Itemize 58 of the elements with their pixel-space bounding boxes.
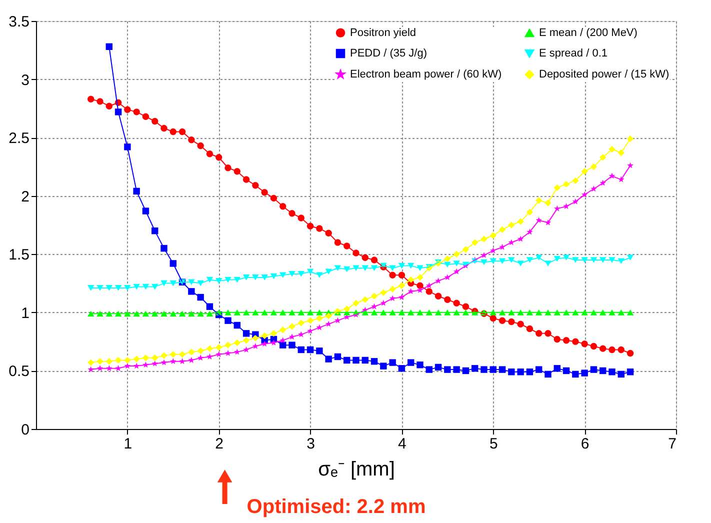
point <box>498 258 506 264</box>
y-tick-label: 1.5 <box>8 246 30 264</box>
point <box>618 310 624 316</box>
point <box>288 342 296 348</box>
point <box>298 310 304 316</box>
point <box>316 348 323 354</box>
legend-label: PEDD / (35 J/g) <box>350 48 428 60</box>
x-tick-label: 2 <box>215 436 224 452</box>
point <box>453 366 460 373</box>
y-tick-label: 0.5 <box>8 363 30 380</box>
x-tick-label: 6 <box>580 436 590 452</box>
legend-label: Electron beam power / (60 kW) <box>350 68 502 80</box>
y-tick-label: 3.5 <box>8 14 30 30</box>
legend-label: Deposited power / (15 kW) <box>539 68 670 80</box>
y-tick-label: 2.5 <box>8 130 30 148</box>
point <box>188 279 195 286</box>
point <box>536 254 542 261</box>
y-tick-label: 2 <box>21 188 30 206</box>
point <box>334 265 342 272</box>
point <box>88 310 94 316</box>
point <box>490 310 496 316</box>
point <box>490 258 496 264</box>
point <box>408 310 414 316</box>
text: Optimised: 2.2 mm <box>246 496 426 518</box>
legend-label: E mean / (200 MeV) <box>539 27 638 40</box>
point <box>480 366 488 373</box>
point <box>280 310 286 316</box>
point <box>306 268 314 275</box>
point <box>362 265 368 272</box>
point <box>444 366 451 373</box>
x-tick-label: 3 <box>306 436 315 452</box>
point <box>124 144 131 150</box>
legend-label: Positron yield <box>350 26 416 39</box>
point <box>352 265 360 272</box>
point <box>626 254 634 261</box>
point <box>380 362 387 370</box>
point <box>224 317 232 324</box>
point <box>536 310 542 316</box>
point <box>280 272 286 278</box>
x-axis-title: σₑ⁻ [mm] <box>318 458 395 480</box>
x-tick-label: 1 <box>124 436 132 452</box>
x-tick-label: 4 <box>398 436 406 452</box>
point <box>325 356 332 362</box>
y-tick-label: 1 <box>21 304 30 322</box>
point <box>581 370 588 376</box>
point <box>626 310 634 316</box>
y-tick-label: 0 <box>21 422 30 438</box>
y-tick-label: 3 <box>21 72 30 89</box>
x-tick-label: 5 <box>489 436 498 452</box>
x-tick-label: 7 <box>668 436 676 452</box>
point <box>600 310 606 316</box>
point <box>88 285 94 291</box>
point <box>554 310 560 316</box>
legend-label: E spread / 0.1 <box>539 48 608 60</box>
point <box>562 254 570 261</box>
point <box>389 359 396 366</box>
point <box>234 310 240 316</box>
point <box>426 310 432 316</box>
